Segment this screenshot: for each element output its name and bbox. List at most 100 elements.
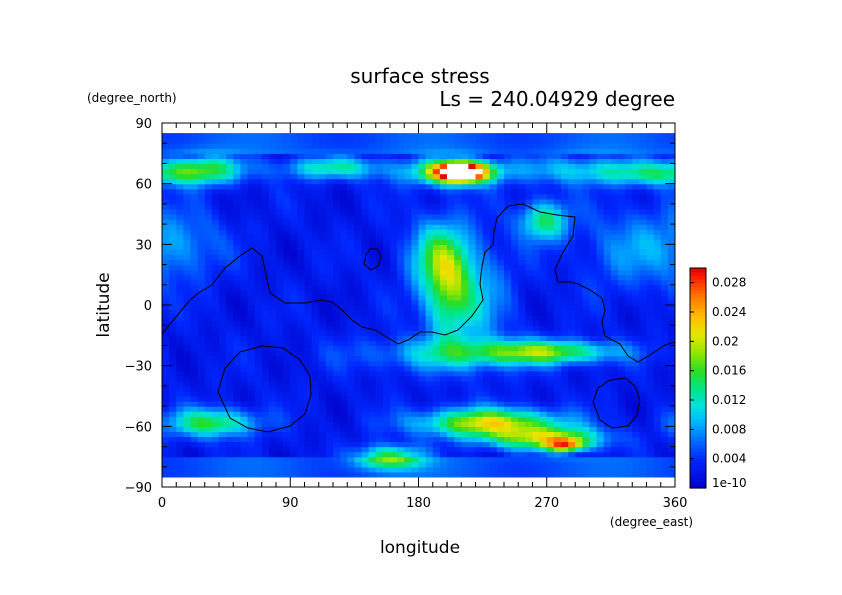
heatmap-cell <box>568 451 576 458</box>
heatmap-cell <box>240 214 249 220</box>
heatmap-cell <box>204 426 213 432</box>
heatmap-cell <box>496 138 505 144</box>
heatmap-cell <box>197 345 206 352</box>
heatmap-cell <box>539 274 548 281</box>
heatmap-cell <box>496 385 505 392</box>
heatmap-cell <box>447 320 455 326</box>
heatmap-cell <box>589 219 598 225</box>
heatmap-cell <box>354 305 363 311</box>
heatmap-cell <box>603 305 612 311</box>
heatmap-cell <box>632 461 640 468</box>
heatmap-cell <box>404 219 412 225</box>
heatmap-cell <box>553 325 562 331</box>
heatmap-cell <box>340 416 348 422</box>
heatmap-cell <box>596 345 605 352</box>
heatmap-cell <box>667 335 675 341</box>
heatmap-cell <box>625 269 633 276</box>
heatmap-cell <box>618 380 626 387</box>
heatmap-cell <box>325 456 334 463</box>
heatmap-cell <box>297 203 306 210</box>
heatmap-cell <box>618 436 626 443</box>
heatmap-cell <box>653 224 662 230</box>
heatmap-cell <box>361 249 370 256</box>
heatmap-cell <box>610 163 619 170</box>
heatmap-cell <box>254 390 263 397</box>
heatmap-cell <box>311 385 320 392</box>
heatmap-cell <box>482 148 491 154</box>
heatmap-cell <box>297 355 306 362</box>
heatmap-cell <box>461 183 469 190</box>
heatmap-cell <box>162 360 170 367</box>
heatmap-cell <box>575 133 583 139</box>
heatmap-cell <box>283 173 291 180</box>
heatmap-cell <box>511 360 519 367</box>
heatmap-cell <box>439 279 448 286</box>
heatmap-cell <box>375 289 384 296</box>
heatmap-cell <box>325 466 334 473</box>
heatmap-cell <box>226 284 234 291</box>
heatmap-cell <box>603 396 612 402</box>
heatmap-cell <box>354 198 363 205</box>
heatmap-cell <box>489 133 498 139</box>
heatmap-cell <box>475 355 484 362</box>
heatmap-cell <box>496 133 505 139</box>
heatmap-cell <box>496 284 505 291</box>
heatmap-cell <box>561 178 569 185</box>
heatmap-cell <box>539 441 548 448</box>
heatmap-cell <box>375 168 384 175</box>
heatmap-cell <box>447 461 455 468</box>
heatmap-cell <box>397 239 405 245</box>
heatmap-cell <box>404 396 412 402</box>
heatmap-cell <box>382 345 391 352</box>
heatmap-cell <box>211 239 220 245</box>
heatmap-cell <box>197 320 206 326</box>
heatmap-cell <box>176 173 184 180</box>
heatmap-cell <box>489 178 498 185</box>
heatmap-cell <box>304 198 313 205</box>
heatmap-cell <box>532 168 541 175</box>
heatmap-cell <box>254 178 263 185</box>
heatmap-cell <box>418 133 427 139</box>
heatmap-cell <box>333 259 341 266</box>
heatmap-cell <box>354 370 363 377</box>
heatmap-cell <box>404 375 412 382</box>
heatmap-cell <box>511 249 519 256</box>
heatmap-cell <box>183 284 192 291</box>
heatmap-cell <box>489 335 498 341</box>
heatmap-cell <box>653 396 662 402</box>
heatmap-cell <box>368 294 377 301</box>
heatmap-cell <box>468 289 477 296</box>
heatmap-cell <box>361 158 370 165</box>
heatmap-cell <box>304 203 313 210</box>
heatmap-cell <box>304 335 313 341</box>
heatmap-cell <box>361 284 370 291</box>
heatmap-cell <box>518 456 526 463</box>
heatmap-cell <box>297 294 306 301</box>
heatmap-cell <box>461 385 469 392</box>
heatmap-cell <box>475 254 484 261</box>
heatmap-cell <box>276 431 284 438</box>
heatmap-cell <box>333 330 341 336</box>
heatmap-cell <box>561 224 569 230</box>
heatmap-cell <box>582 380 591 387</box>
heatmap-cell <box>226 208 234 215</box>
heatmap-cell <box>461 416 469 422</box>
heatmap-cell <box>297 421 306 427</box>
heatmap-cell <box>325 264 334 271</box>
heatmap-cell <box>268 466 277 473</box>
heatmap-cell <box>304 456 313 463</box>
heatmap-cell <box>325 198 334 205</box>
heatmap-cell <box>197 193 206 200</box>
heatmap-cell <box>518 299 526 306</box>
heatmap-cell <box>667 229 675 235</box>
heatmap-cell <box>219 320 227 326</box>
heatmap-cell <box>432 168 441 175</box>
heatmap-cell <box>240 305 249 311</box>
heatmap-cell <box>525 173 534 180</box>
heatmap-cell <box>646 274 655 281</box>
heatmap-cell <box>311 416 320 422</box>
heatmap-cell <box>226 305 234 311</box>
heatmap-cell <box>268 168 277 175</box>
heatmap-cell <box>311 461 320 468</box>
